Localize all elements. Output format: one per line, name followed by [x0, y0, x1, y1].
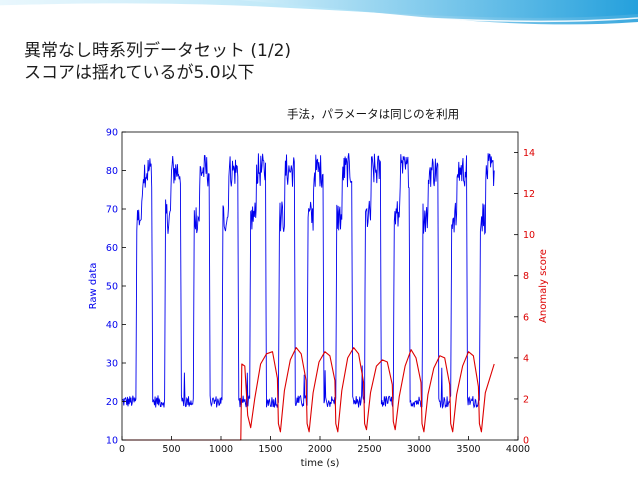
y-tick-label: 60 — [106, 243, 118, 254]
y-tick-label: 10 — [106, 436, 118, 447]
anomaly-score-layer — [122, 347, 495, 441]
x-tick-label: 3500 — [456, 444, 480, 455]
y-right-tick-label: 8 — [523, 271, 529, 282]
method-note: 手法，パラメータは同じのを利用 — [287, 107, 460, 121]
y-tick-label: 20 — [106, 397, 118, 408]
slide-title-line-1: 異常なし時系列データセット (1/2) — [24, 41, 292, 61]
y-axis-right-label: Anomaly score — [538, 249, 549, 323]
y-tick-label: 40 — [106, 320, 118, 331]
x-tick-label: 0 — [119, 444, 125, 455]
y-right-tick-label: 12 — [523, 189, 535, 200]
y-right-tick-label: 10 — [523, 230, 535, 241]
anomaly-score-series-line — [122, 347, 495, 441]
x-tick-label: 1500 — [258, 444, 282, 455]
x-tick-label: 1000 — [209, 444, 233, 455]
y-right-tick-label: 6 — [523, 312, 529, 323]
slide-title-line-2: スコアは揺れているが5.0以下 — [24, 63, 255, 83]
x-tick-label: 2500 — [357, 444, 381, 455]
slide-title: 異常なし時系列データセット (1/2) スコアは揺れているが5.0以下 — [24, 40, 624, 84]
x-tick-label: 3000 — [407, 444, 431, 455]
x-tick-label: 2000 — [308, 444, 332, 455]
x-axis-label: time (s) — [301, 458, 340, 469]
y-tick-label: 50 — [106, 282, 118, 293]
y-axis-right: 0 2 4 6 8 10 12 14 — [514, 148, 535, 447]
y-axis-label: Raw data — [88, 263, 99, 310]
y-tick-label: 90 — [106, 128, 118, 139]
raw-data-series-line — [121, 153, 495, 409]
raw-data-layer — [121, 153, 495, 409]
x-tick-label: 500 — [162, 444, 180, 455]
y-tick-label: 80 — [106, 166, 118, 177]
y-right-tick-label: 14 — [523, 148, 535, 159]
y-right-tick-label: 0 — [523, 436, 529, 447]
header-banner — [0, 0, 638, 30]
y-right-tick-label: 2 — [523, 394, 529, 405]
x-axis: 0 500 1000 1500 2000 2500 3000 3500 4000 — [119, 436, 530, 455]
y-tick-label: 30 — [106, 359, 118, 370]
y-axis-left: 10 20 30 40 50 60 70 80 90 — [106, 128, 126, 447]
y-right-tick-label: 4 — [523, 353, 529, 364]
x-tick-label: 4000 — [506, 444, 530, 455]
y-tick-label: 70 — [106, 205, 118, 216]
